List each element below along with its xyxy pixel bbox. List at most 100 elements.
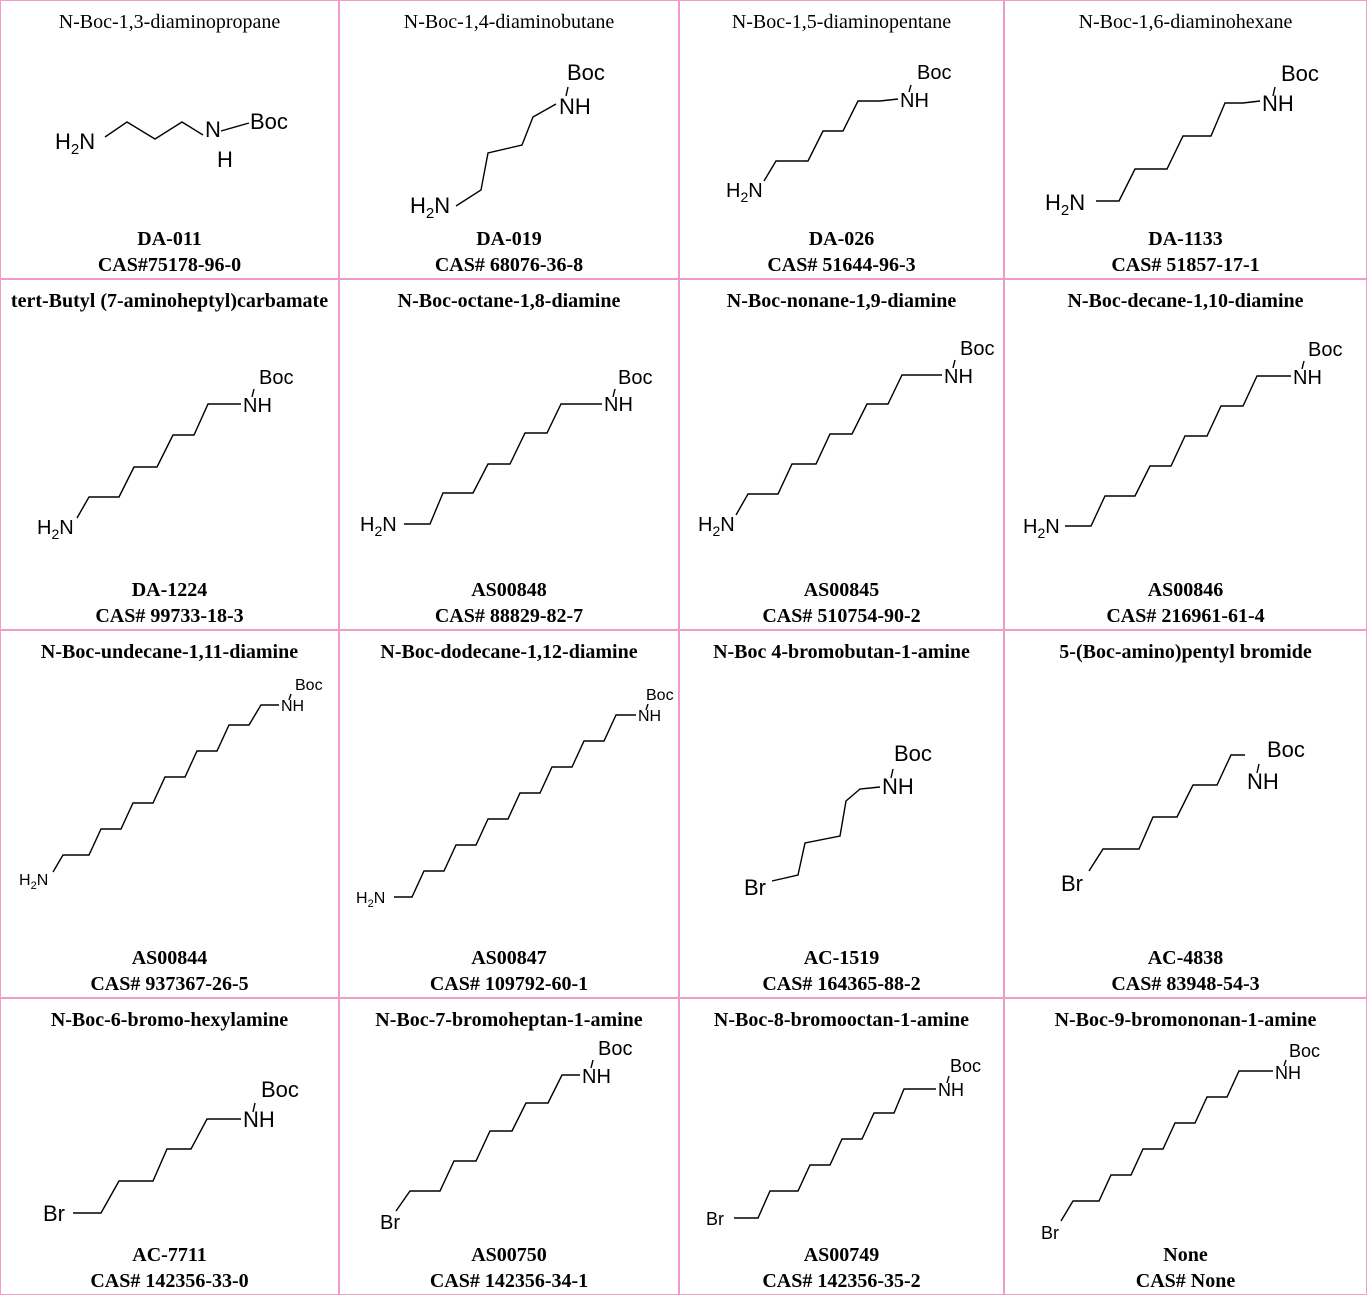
svg-text:Boc: Boc — [646, 687, 674, 704]
svg-text:Boc: Boc — [894, 741, 932, 766]
svg-text:NH: NH — [582, 1066, 611, 1088]
svg-text:H2N: H2N — [55, 129, 95, 158]
compound-ids: AS00750 CAS# 142356-34-1 — [344, 1242, 674, 1294]
compound-name: N-Boc-octane-1,8-diamine — [397, 290, 621, 312]
compound-code: AC-4838 — [1147, 947, 1224, 969]
svg-text:Boc: Boc — [261, 1077, 299, 1102]
svg-text:NH: NH — [1262, 91, 1294, 116]
svg-text:Boc: Boc — [618, 367, 652, 389]
compound-name: N-Boc-nonane-1,9-diamine — [726, 290, 957, 312]
compound-cas: CAS# 142356-33-0 — [90, 1270, 249, 1292]
svg-text:NH: NH — [243, 1107, 275, 1132]
svg-text:H2N: H2N — [1023, 516, 1060, 541]
structure-drawing: Br NH Boc — [706, 1056, 981, 1229]
compound-ids: AC-7711 CAS# 142356-33-0 — [5, 1242, 334, 1294]
svg-text:H2N: H2N — [19, 872, 48, 892]
compound-name: 5-(Boc-amino)pentyl bromide — [1059, 641, 1312, 663]
structure-drawing: Br NH Boc — [1041, 1041, 1320, 1243]
compound-cas: CAS# 109792-60-1 — [429, 973, 589, 995]
compound-ids: AS00844 CAS# 937367-26-5 — [5, 945, 334, 997]
compound-cas: CAS# 142356-35-2 — [762, 1270, 921, 1292]
svg-text:H2N: H2N — [37, 517, 74, 542]
svg-text:Boc: Boc — [1308, 339, 1342, 361]
compound-cas: CAS# 164365-88-2 — [762, 973, 921, 995]
svg-text:Br: Br — [1061, 871, 1083, 896]
compound-code: AS00750 — [471, 1244, 547, 1266]
compound-cell: N-Boc-1,5-diaminopentane H2N NH Boc DA-0… — [679, 0, 1004, 279]
compound-cas: CAS#75178-96-0 — [97, 254, 242, 276]
svg-text:Boc: Boc — [250, 109, 288, 134]
compound-name: N-Boc-1,6-diaminohexane — [1078, 11, 1293, 33]
svg-text:NH: NH — [243, 395, 272, 417]
compound-cas: CAS# 83948-54-3 — [1111, 973, 1260, 995]
svg-text:Boc: Boc — [960, 338, 994, 360]
compound-cas: CAS# 99733-18-3 — [95, 605, 244, 627]
compound-name: N-Boc-1,5-diaminopentane — [731, 11, 952, 33]
svg-text:NH: NH — [944, 366, 973, 388]
compound-cas: CAS# 51857-17-1 — [1111, 254, 1260, 276]
svg-text:Boc: Boc — [1289, 1041, 1320, 1061]
compound-name: N-Boc-undecane-1,11-diamine — [40, 641, 299, 663]
svg-text:Boc: Boc — [1267, 737, 1305, 762]
svg-text:Br: Br — [706, 1209, 724, 1229]
svg-text:Br: Br — [380, 1212, 400, 1234]
compound-cell: N-Boc-6-bromo-hexylamine Br NH Boc AC-77… — [0, 998, 339, 1295]
svg-text:Boc: Boc — [917, 62, 951, 84]
structure-drawing: Br NH Boc — [43, 1077, 299, 1226]
compound-ids: AS00749 CAS# 142356-35-2 — [684, 1242, 999, 1294]
compound-cell: 5-(Boc-amino)pentyl bromide Br NH Boc AC… — [1004, 630, 1367, 998]
structure-drawing: H2N NH Boc — [19, 677, 323, 892]
structure-drawing: H2N NH Boc — [360, 367, 652, 539]
compound-code: AS00844 — [131, 947, 208, 969]
compound-cell: N-Boc-octane-1,8-diamine H2N NH Boc AS00… — [339, 279, 679, 630]
svg-text:NH: NH — [1293, 367, 1322, 389]
compound-ids: AC-1519 CAS# 164365-88-2 — [684, 945, 999, 997]
compound-ids: AC-4838 CAS# 83948-54-3 — [1009, 945, 1362, 997]
svg-text:Boc: Boc — [295, 677, 323, 694]
svg-text:Br: Br — [43, 1201, 65, 1226]
compound-name: N-Boc-9-bromononan-1-amine — [1054, 1009, 1317, 1031]
compound-code: DA-026 — [808, 228, 875, 250]
svg-text:NH: NH — [604, 394, 633, 416]
structure-drawing: H2N NH Boc — [410, 60, 605, 222]
svg-text:H2N: H2N — [726, 180, 763, 205]
structure-drawing: H2N N Boc H — [55, 109, 288, 172]
compound-code: AS00749 — [803, 1244, 880, 1266]
compound-ids: AS00847 CAS# 109792-60-1 — [344, 945, 674, 997]
compound-cell: N-Boc-1,3-diaminopropane H2N N Boc H DA-… — [0, 0, 339, 279]
svg-text:NH: NH — [900, 90, 929, 112]
compound-name: N-Boc-1,3-diaminopropane — [58, 11, 281, 33]
svg-text:H2N: H2N — [1045, 190, 1085, 219]
structure-drawing: H2N NH Boc — [1023, 339, 1342, 541]
structure-drawing: H2N NH Boc — [698, 338, 994, 539]
compound-code: AS00846 — [1147, 579, 1224, 601]
structure-drawing: H2N NH Boc — [356, 687, 674, 910]
compound-cas: CAS# 68076-36-8 — [434, 254, 584, 276]
svg-text:Boc: Boc — [259, 367, 293, 389]
compound-cell: N-Boc-7-bromoheptan-1-amine Br NH Boc AS… — [339, 998, 679, 1295]
structure-drawing: Br NH Boc — [1061, 737, 1305, 896]
compound-code: DA-011 — [137, 228, 202, 250]
structure-drawing: H2N NH Boc — [726, 62, 951, 205]
compound-cas: CAS# 510754-90-2 — [762, 605, 921, 627]
compound-name: N-Boc-dodecane-1,12-diamine — [380, 641, 638, 663]
svg-text:N: N — [205, 117, 221, 142]
compound-cell: N-Boc-dodecane-1,12-diamine H2N NH Boc A… — [339, 630, 679, 998]
compound-ids: AS00846 CAS# 216961-61-4 — [1009, 577, 1362, 629]
compound-name: N-Boc 4-bromobutan-1-amine — [713, 641, 970, 663]
compound-name: N-Boc-decane-1,10-diamine — [1067, 290, 1304, 312]
compound-ids: AS00848 CAS# 88829-82-7 — [344, 577, 674, 629]
svg-text:NH: NH — [882, 774, 914, 799]
structure-drawing: H2N NH Boc — [37, 367, 293, 542]
compound-code: DA-1224 — [131, 579, 208, 601]
structure-drawing: Br NH Boc — [380, 1038, 632, 1234]
structure-drawing: Br NH Boc — [744, 741, 932, 900]
svg-text:NH: NH — [938, 1080, 964, 1100]
svg-text:Br: Br — [744, 875, 766, 900]
svg-text:H: H — [217, 147, 233, 172]
svg-text:Br: Br — [1041, 1223, 1059, 1243]
svg-text:NH: NH — [1247, 769, 1279, 794]
compound-code: AC-7711 — [132, 1244, 207, 1266]
compound-code: AC-1519 — [803, 947, 880, 969]
